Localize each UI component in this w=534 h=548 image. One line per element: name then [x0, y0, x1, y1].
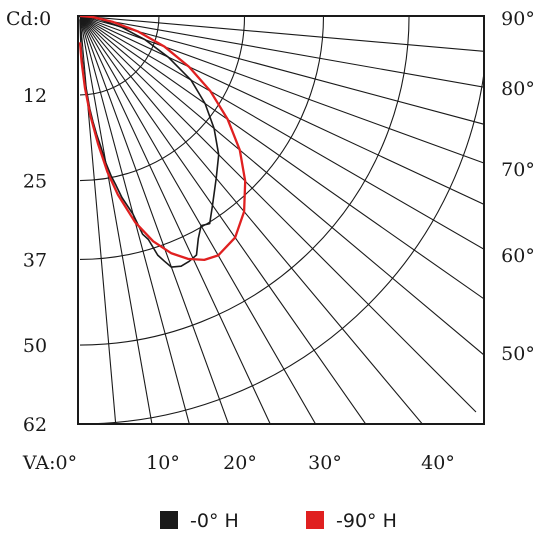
angle-tick-label: 50°	[501, 343, 534, 365]
grid-ray-35	[79, 16, 367, 424]
grid-arc-50	[79, 16, 410, 346]
legend-label: -90° H	[336, 510, 397, 532]
grid-ray-50	[79, 16, 484, 356]
angle-tick-label: 10°	[146, 452, 180, 474]
grid-ray-85	[79, 16, 484, 52]
legend: -0° H -90° H	[160, 510, 397, 532]
grid-arcs	[79, 16, 484, 424]
series-line-h90	[78, 16, 247, 262]
angle-tick-label: 40°	[421, 452, 455, 474]
candela-tick-label: 25	[23, 171, 47, 193]
angle-tick-label: 70°	[501, 159, 534, 181]
grid-ray-10	[79, 16, 153, 424]
grid-ray-25	[79, 16, 271, 424]
grid-ray-80	[79, 16, 484, 88]
origin-label: Cd:0	[6, 8, 51, 30]
angle-tick-label: 30°	[308, 452, 342, 474]
grid-ray-45	[79, 16, 477, 413]
legend-swatch	[306, 511, 324, 529]
grid-ray-15	[79, 16, 190, 424]
angle-tick-label: 80°	[501, 78, 534, 100]
grid-ray-20	[79, 16, 230, 424]
legend-swatch	[160, 511, 178, 529]
grid-ray-70	[79, 16, 484, 164]
grid-rays	[79, 16, 484, 424]
grid-ray-40	[79, 16, 424, 424]
grid-arc-62	[79, 68, 484, 424]
angle-tick-label: 90°	[501, 8, 534, 30]
candela-tick-label: 50	[23, 335, 47, 357]
grid-ray-75	[79, 16, 484, 125]
angle-tick-label: 60°	[501, 245, 534, 267]
grid-arc-25	[79, 16, 246, 182]
series-layer	[78, 16, 247, 268]
legend-label: -0° H	[190, 510, 239, 532]
plot-frame	[77, 15, 485, 425]
tick-labels: Cd:0 12 25 37 50 62 VA:0° 10° 20° 30° 40° 50° 60° 70…	[6, 8, 534, 474]
angle-tick-label: 20°	[223, 452, 257, 474]
grid-ray-30	[79, 16, 317, 424]
candela-tick-label: 12	[23, 85, 47, 107]
grid-ray-65	[79, 16, 484, 205]
grid-ray-60	[79, 16, 484, 250]
candela-tick-label: 37	[23, 249, 47, 271]
grid-ray-55	[79, 16, 484, 300]
angle-tick-label: VA:0°	[22, 452, 77, 474]
candela-tick-label: 62	[23, 414, 47, 436]
grid-arc-37	[79, 16, 325, 261]
grid-arc-12	[79, 16, 160, 96]
